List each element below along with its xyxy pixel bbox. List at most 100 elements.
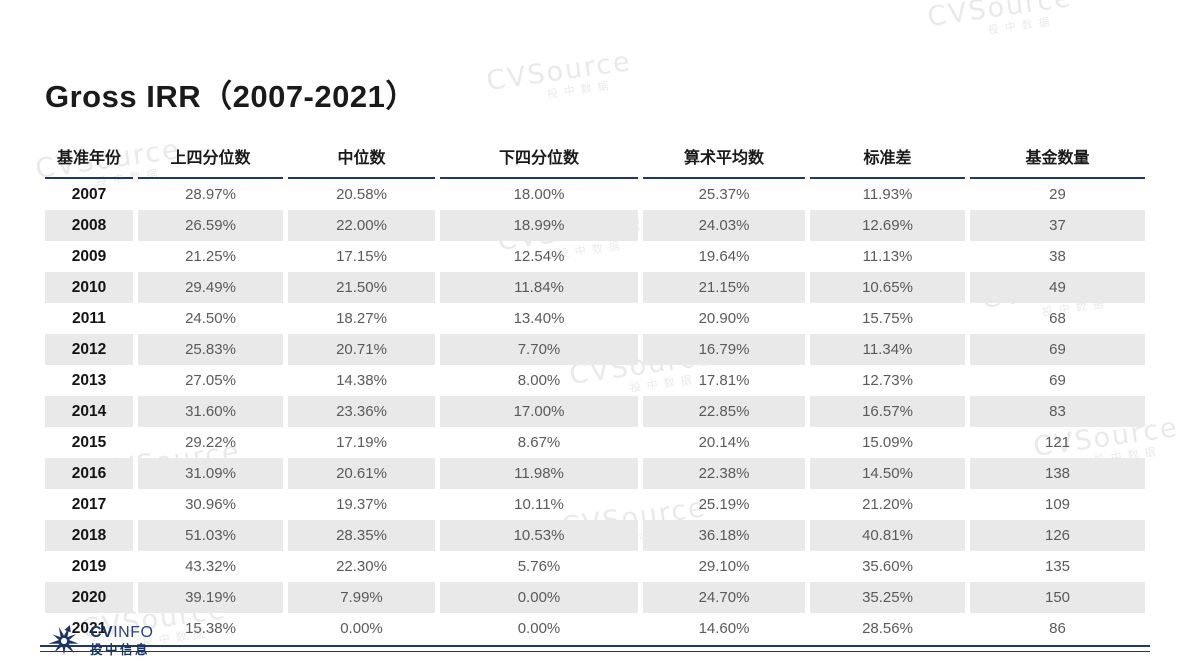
value-cell: 12.69% xyxy=(810,210,965,241)
watermark-sub-text: 投中数据 xyxy=(987,15,1057,37)
table-row: 2016 31.09% 20.61% 11.98% 22.38% 14.50% 138 xyxy=(45,458,1145,489)
logo-text: CVINFO 投中信息 xyxy=(90,624,153,658)
value-cell: 24.70% xyxy=(643,582,805,613)
table-row: 2015 29.22% 17.19% 8.67% 20.14% 15.09% 121 xyxy=(45,427,1145,458)
year-cell: 2015 xyxy=(71,433,107,451)
value-cell: 0.00% xyxy=(340,620,383,637)
value-cell: 25.83% xyxy=(138,334,283,365)
value-cell: 17.19% xyxy=(336,434,387,451)
value-cell: 28.35% xyxy=(288,520,435,551)
column-header: 基金数量 xyxy=(970,138,1145,179)
value-cell: 15.38% xyxy=(185,620,236,637)
table-row: 2020 39.19% 7.99% 0.00% 24.70% 35.25% 150 xyxy=(45,582,1145,613)
value-cell: 109 xyxy=(1044,496,1071,513)
value-cell: 10.53% xyxy=(440,520,638,551)
value-cell: 16.79% xyxy=(643,334,805,365)
column-header: 标准差 xyxy=(810,138,965,179)
table-row: 2017 30.96% 19.37% 10.11% 25.19% 21.20% 109 xyxy=(45,489,1145,520)
header-row: 基准年份 上四分位数 中位数 下四分位数 算术平均数 标准差 基金数量 xyxy=(45,138,1145,179)
value-cell: 28.56% xyxy=(862,620,913,637)
value-cell: 16.57% xyxy=(810,396,965,427)
table-row: 2008 26.59% 22.00% 18.99% 24.03% 12.69% 37 xyxy=(45,210,1145,241)
value-cell: 24.50% xyxy=(185,310,236,327)
value-cell: 25.37% xyxy=(698,186,750,203)
value-cell: 36.18% xyxy=(643,520,805,551)
year-cell: 2017 xyxy=(71,495,107,513)
cvinfo-logo: CVINFO 投中信息 xyxy=(46,622,153,660)
value-cell: 12.54% xyxy=(513,248,565,265)
year-cell: 2009 xyxy=(71,247,107,265)
value-cell: 7.70% xyxy=(440,334,638,365)
watermark-brand-text: CVSource xyxy=(925,0,1075,34)
value-cell: 7.99% xyxy=(288,582,435,613)
table-row: 2009 21.25% 17.15% 12.54% 19.64% 11.13% 38 xyxy=(45,241,1145,272)
value-cell: 49 xyxy=(970,272,1145,303)
value-cell: 15.09% xyxy=(862,434,913,451)
value-cell: 11.13% xyxy=(862,248,913,265)
value-cell: 27.05% xyxy=(185,372,236,389)
value-cell: 39.19% xyxy=(138,582,283,613)
table-row: 2011 24.50% 18.27% 13.40% 20.90% 15.75% 68 xyxy=(45,303,1145,334)
value-cell: 69 xyxy=(970,334,1145,365)
value-cell: 121 xyxy=(1044,434,1071,451)
value-cell: 24.03% xyxy=(643,210,805,241)
value-cell: 135 xyxy=(1044,558,1071,575)
value-cell: 21.25% xyxy=(185,248,236,265)
value-cell: 14.38% xyxy=(336,372,387,389)
table-row: 2019 43.32% 22.30% 5.76% 29.10% 35.60% 135 xyxy=(45,551,1145,582)
value-cell: 17.81% xyxy=(698,372,750,389)
page-title: Gross IRR（2007-2021） xyxy=(45,78,417,114)
value-cell: 18.00% xyxy=(513,186,565,203)
value-cell: 13.40% xyxy=(513,310,565,327)
value-cell: 18.27% xyxy=(336,310,387,327)
value-cell: 20.58% xyxy=(336,186,387,203)
table-row: 2010 29.49% 21.50% 11.84% 21.15% 10.65% 49 xyxy=(45,272,1145,303)
logo-info: INFO xyxy=(113,624,154,642)
table-row: 2021 15.38% 0.00% 0.00% 14.60% 28.56% 86 xyxy=(45,613,1145,644)
value-cell: 20.61% xyxy=(288,458,435,489)
column-header: 基准年份 xyxy=(45,138,133,179)
value-cell: 69 xyxy=(1049,372,1066,389)
value-cell: 25.19% xyxy=(698,496,750,513)
value-cell: 14.50% xyxy=(810,458,965,489)
table-row: 2014 31.60% 23.36% 17.00% 22.85% 16.57% 83 xyxy=(45,396,1145,427)
value-cell: 22.85% xyxy=(643,396,805,427)
value-cell: 8.67% xyxy=(517,434,561,451)
year-cell: 2020 xyxy=(45,582,133,613)
table-row: 2012 25.83% 20.71% 7.70% 16.79% 11.34% 69 xyxy=(45,334,1145,365)
table-row: 2007 28.97% 20.58% 18.00% 25.37% 11.93% 29 xyxy=(45,179,1145,210)
value-cell: 8.00% xyxy=(517,372,561,389)
year-cell: 2021 xyxy=(71,619,107,637)
value-cell: 43.32% xyxy=(185,558,236,575)
value-cell: 38 xyxy=(1049,248,1066,265)
value-cell: 14.60% xyxy=(698,620,750,637)
logo-text-en: CVINFO xyxy=(90,624,153,642)
value-cell: 17.15% xyxy=(336,248,387,265)
year-cell: 2010 xyxy=(45,272,133,303)
year-cell: 2019 xyxy=(71,557,107,575)
value-cell: 29.10% xyxy=(698,558,750,575)
value-cell: 11.34% xyxy=(810,334,965,365)
value-cell: 12.73% xyxy=(862,372,913,389)
column-header: 中位数 xyxy=(288,138,435,179)
value-cell: 29.49% xyxy=(138,272,283,303)
year-cell: 2018 xyxy=(45,520,133,551)
value-cell: 35.25% xyxy=(810,582,965,613)
value-cell: 0.00% xyxy=(440,582,638,613)
column-header: 算术平均数 xyxy=(643,138,805,179)
year-cell: 2016 xyxy=(45,458,133,489)
value-cell: 17.00% xyxy=(440,396,638,427)
value-cell: 22.30% xyxy=(336,558,387,575)
value-cell: 83 xyxy=(970,396,1145,427)
value-cell: 11.93% xyxy=(862,186,913,203)
value-cell: 20.90% xyxy=(698,310,750,327)
value-cell: 51.03% xyxy=(138,520,283,551)
value-cell: 29 xyxy=(1049,186,1066,203)
value-cell: 11.98% xyxy=(440,458,638,489)
year-cell: 2011 xyxy=(72,309,106,327)
year-cell: 2012 xyxy=(45,334,133,365)
value-cell: 15.75% xyxy=(862,310,913,327)
value-cell: 30.96% xyxy=(185,496,236,513)
